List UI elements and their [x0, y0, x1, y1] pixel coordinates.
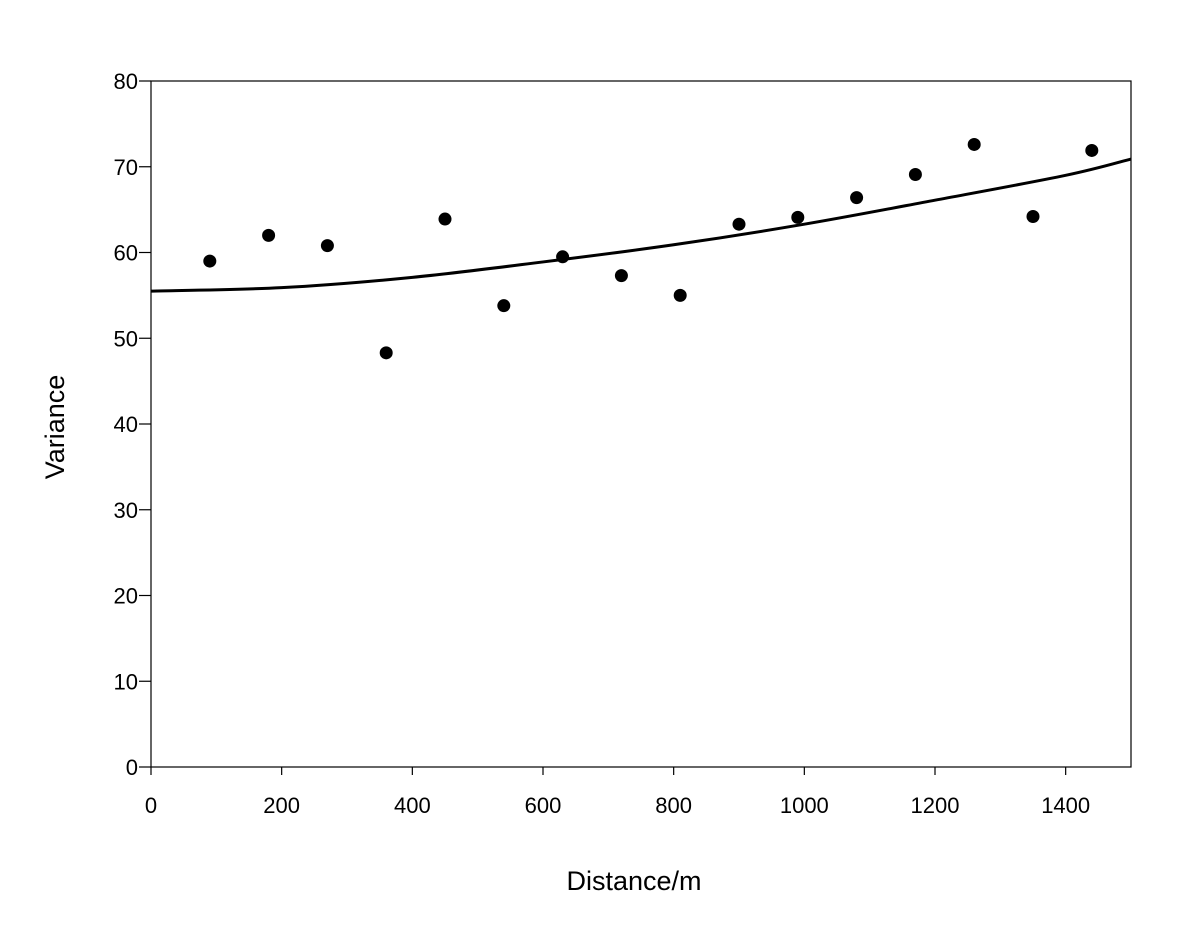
y-tick-label: 30 [114, 498, 138, 523]
x-tick-label: 600 [525, 793, 562, 818]
data-point [967, 137, 981, 151]
data-point [556, 250, 570, 264]
data-point [1085, 143, 1099, 157]
data-point [614, 269, 628, 283]
y-tick-label: 10 [114, 669, 138, 694]
x-tick-label: 800 [655, 793, 692, 818]
y-axis-title: Variance [40, 375, 70, 480]
y-axis: 0 10 20 30 40 50 60 70 80 [114, 69, 151, 780]
x-axis: 0 200 400 600 800 1000 1200 1400 [145, 767, 1090, 818]
y-tick-label: 80 [114, 69, 138, 94]
data-point [438, 212, 452, 226]
x-tick-label: 200 [263, 793, 300, 818]
x-axis-title: Distance/m [566, 866, 701, 896]
plot-area [150, 80, 1132, 768]
data-point [497, 299, 511, 313]
y-tick-label: 0 [126, 755, 138, 780]
x-tick-label: 1400 [1041, 793, 1090, 818]
y-tick-label: 20 [114, 584, 138, 609]
data-point [732, 217, 746, 231]
data-point [203, 254, 217, 268]
x-tick-label: 0 [145, 793, 157, 818]
y-tick-label: 60 [114, 241, 138, 266]
data-point [908, 167, 922, 181]
y-tick-label: 40 [114, 412, 138, 437]
y-tick-label: 70 [114, 155, 138, 180]
data-point [262, 228, 276, 242]
x-tick-label: 400 [394, 793, 431, 818]
data-point [850, 191, 864, 205]
data-point [1026, 209, 1040, 223]
data-point [673, 288, 687, 302]
trendline [150, 157, 1132, 293]
x-tick-label: 1000 [780, 793, 829, 818]
data-point [320, 239, 334, 253]
data-point [791, 210, 805, 224]
y-tick-label: 50 [114, 326, 138, 351]
x-tick-label: 1200 [911, 793, 960, 818]
data-points [203, 137, 1099, 360]
data-point [379, 346, 393, 360]
